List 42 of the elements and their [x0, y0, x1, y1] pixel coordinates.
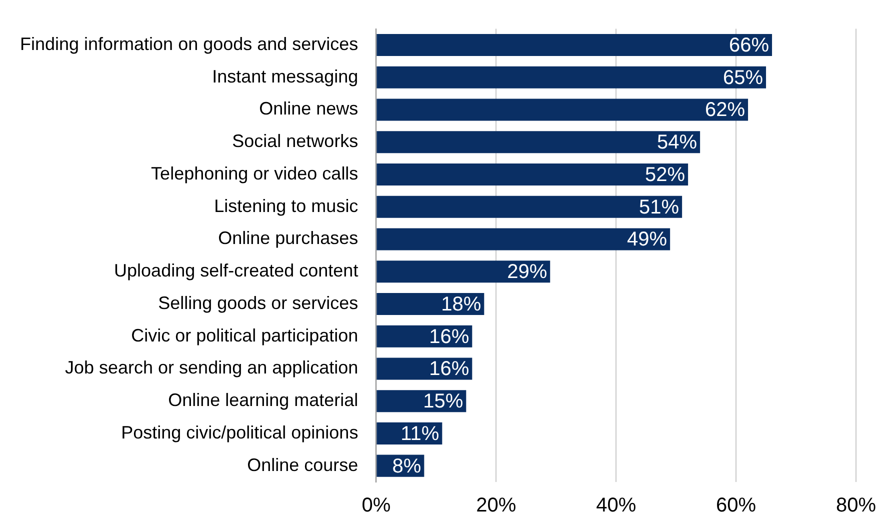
data-label: 54%	[657, 132, 698, 154]
bar	[376, 163, 688, 186]
data-label: 11%	[400, 422, 440, 445]
bar	[376, 66, 766, 88]
data-label: 15%	[423, 390, 464, 413]
y-tick-label: Online course	[247, 454, 358, 475]
y-tick-label: Civic or political participation	[131, 325, 358, 346]
y-tick-label: Telephoning or video calls	[151, 163, 358, 184]
data-label: 16%	[429, 358, 470, 380]
data-label: 18%	[441, 293, 482, 316]
data-label: 66%	[728, 34, 770, 56]
y-tick-label: Online purchases	[218, 228, 358, 248]
x-tick-label: 20%	[476, 494, 516, 517]
y-tick-label: Instant messaging	[212, 66, 358, 86]
bar	[376, 292, 484, 315]
y-tick-label: Listening to music	[214, 196, 358, 216]
data-label: 8%	[392, 455, 422, 478]
y-tick-label: Selling goods or services	[158, 292, 358, 313]
y-tick-label: Job search or sending an application	[64, 358, 358, 378]
y-tick-label: Social networks	[232, 131, 358, 152]
bar	[376, 34, 772, 56]
bar	[376, 260, 550, 283]
x-tick-label: 0%	[362, 494, 391, 517]
data-label: 65%	[722, 66, 764, 89]
x-tick-label: 80%	[836, 494, 876, 517]
data-label: 51%	[639, 196, 680, 218]
bar	[376, 98, 748, 121]
y-tick-label: Posting civic/political opinions	[121, 422, 358, 442]
x-tick-label: 40%	[596, 494, 636, 517]
bar	[376, 196, 682, 218]
y-tick-label: Online learning material	[168, 390, 358, 410]
y-tick-label: Online news	[259, 98, 358, 119]
data-label: 29%	[507, 261, 548, 284]
data-label: 52%	[645, 164, 686, 186]
data-label: 62%	[705, 99, 746, 122]
y-tick-label: Finding information on goods and services	[20, 34, 358, 54]
data-label: 16%	[429, 326, 470, 348]
data-label: 49%	[627, 228, 668, 251]
x-tick-label: 60%	[716, 494, 756, 517]
bar	[376, 228, 670, 250]
y-tick-label: Uploading self-created content	[114, 260, 358, 281]
bar	[376, 131, 700, 154]
